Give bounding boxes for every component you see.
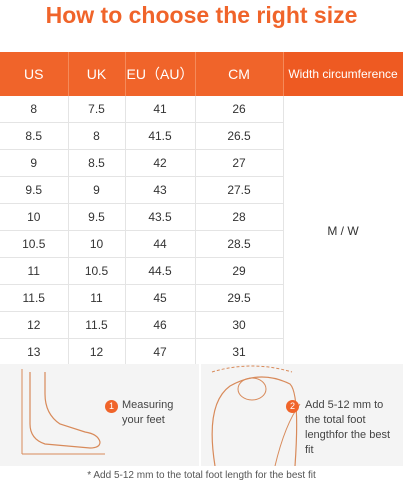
table-cell: 10 xyxy=(0,203,69,231)
table-cell: 44 xyxy=(125,230,196,258)
table-row: 9 8.5 42 27 xyxy=(0,149,403,177)
table-cell: 41 xyxy=(125,96,196,123)
width-cell: M / W xyxy=(283,96,403,366)
note-text: Add 5-12 mm to the total foot lengthfor … xyxy=(305,399,391,456)
table-cell: 11 xyxy=(68,284,126,312)
table-cell: 43.5 xyxy=(125,203,196,231)
column-header: EU（AU） xyxy=(125,52,196,96)
table-cell: 28 xyxy=(195,203,284,231)
table-cell: 29.5 xyxy=(195,284,284,312)
column-header: UK xyxy=(68,52,126,96)
table-cell: 11.5 xyxy=(0,284,69,312)
table-row: 10 9.5 43.5 28 xyxy=(0,203,403,231)
table-cell: 13 xyxy=(0,338,69,366)
table-cell: 45 xyxy=(125,284,196,312)
column-header: Width circumference xyxy=(283,52,403,96)
size-table: US UK EU（AU） CM Width circumference 8 7.5 41 26… xyxy=(0,52,403,366)
table-cell: 9 xyxy=(68,176,126,204)
table-cell: 44.5 xyxy=(125,257,196,285)
table-cell: 10.5 xyxy=(68,257,126,285)
note-number: 2 xyxy=(286,400,299,413)
table-row: 10.5 10 44 28.5 xyxy=(0,230,403,258)
table-cell: 9.5 xyxy=(68,203,126,231)
table-cell: 27.5 xyxy=(195,176,284,204)
table-row: 11 10.5 44.5 29 xyxy=(0,257,403,285)
table-cell: 42 xyxy=(125,149,196,177)
table-cell: 26 xyxy=(195,96,284,123)
table-cell: 11.5 xyxy=(68,311,126,339)
table-cell: 7.5 xyxy=(68,96,126,123)
table-cell: 10 xyxy=(68,230,126,258)
title: How to choose the right size xyxy=(45,2,358,28)
table-cell: 27 xyxy=(195,149,284,177)
table-cell: 12 xyxy=(68,338,126,366)
table-cell: 47 xyxy=(125,338,196,366)
table-cell: 11 xyxy=(0,257,69,285)
table-cell: 26.5 xyxy=(195,122,284,150)
table-cell: 28.5 xyxy=(195,230,284,258)
table-cell: 29 xyxy=(195,257,284,285)
table-cell: 8 xyxy=(68,122,126,150)
table-cell: 9 xyxy=(0,149,69,177)
table-row: 9.5 9 43 27.5 xyxy=(0,176,403,204)
table-row: 12 11.5 46 30 xyxy=(0,311,403,339)
table-cell: 43 xyxy=(125,176,196,204)
note-number: 1 xyxy=(105,400,118,413)
illustration: 1 Measuring your feet 2 Add 5-12 mm to t… xyxy=(0,364,403,466)
table-cell: 30 xyxy=(195,311,284,339)
table-cell: 9.5 xyxy=(0,176,69,204)
note-text: Measuring your feet xyxy=(122,399,174,426)
header-row: US UK EU（AU） CM Width circumference xyxy=(0,52,403,96)
footnote: * Add 5-12 mm to the total foot length f… xyxy=(87,470,316,481)
table-row: 8.5 8 41.5 26.5 xyxy=(0,122,403,150)
table-cell: 31 xyxy=(195,338,284,366)
table-cell: 8.5 xyxy=(0,122,69,150)
table-cell: 8 xyxy=(0,96,69,123)
column-header: US xyxy=(0,52,69,96)
table-cell: 12 xyxy=(0,311,69,339)
table-body: 8 7.5 41 26 M / W 8.5 8 41.5 26.5 9 8.5 42 27 9.5 9 43 2… xyxy=(0,96,403,366)
table-row: 8 7.5 41 26 M / W xyxy=(0,96,403,366)
table-cell: 46 xyxy=(125,311,196,339)
column-header: CM xyxy=(195,52,284,96)
table-cell: 8.5 xyxy=(68,149,126,177)
table-cell: 41.5 xyxy=(125,122,196,150)
table-cell: 10.5 xyxy=(0,230,69,258)
table-row: 11.5 11 45 29.5 xyxy=(0,284,403,312)
